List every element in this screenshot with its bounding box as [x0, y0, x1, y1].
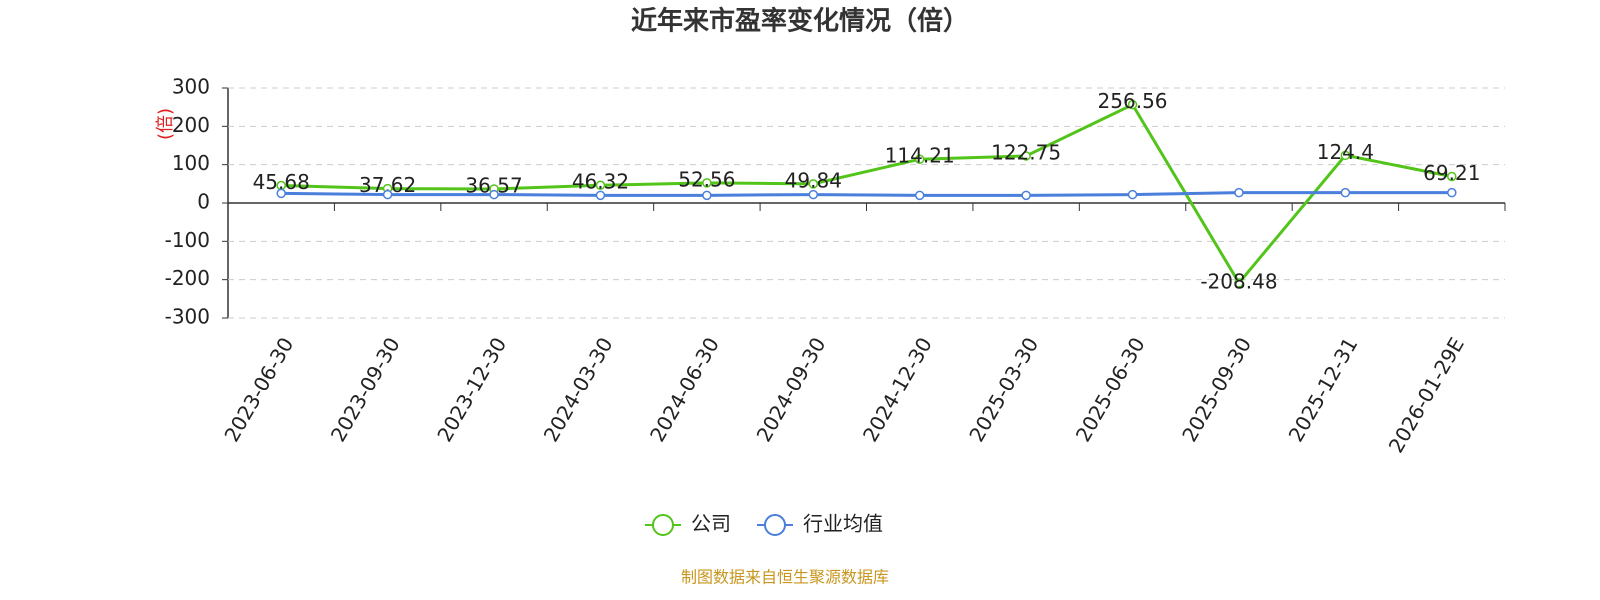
data-point [489, 189, 499, 200]
y-tick-label: 0 [197, 190, 210, 214]
source-note: 制图数据来自恒生聚源数据库 [681, 568, 889, 587]
x-tick-label: 2024-12-30 [858, 333, 937, 446]
chart-title: 近年来市盈率变化情况（倍） [631, 6, 969, 37]
y-tick-label: -300 [165, 305, 210, 329]
series-line [281, 191, 1452, 197]
data-label: 52.56 [678, 167, 735, 191]
data-point [595, 190, 606, 201]
y-tick-label: -100 [165, 228, 210, 252]
data-point [382, 189, 393, 200]
data-point [276, 188, 286, 199]
y-tick-label: -200 [165, 266, 210, 290]
data-label: 256.56 [1098, 89, 1168, 113]
data-label: 46.32 [572, 170, 629, 194]
x-tick-label: 2025-12-31 [1284, 333, 1363, 446]
data-point [1340, 187, 1351, 198]
x-tick-label: 2024-03-30 [539, 333, 618, 446]
series-line [281, 102, 1453, 286]
data-point [808, 189, 819, 200]
x-tick-label: 2023-06-30 [219, 333, 298, 446]
data-point [1127, 189, 1138, 200]
data-point [595, 180, 606, 190]
y-tick-label: 100 [172, 151, 210, 175]
y-axis-label: (倍) [155, 108, 176, 140]
data-point [1234, 187, 1244, 198]
data-point [914, 154, 925, 164]
x-tick-label: 2025-09-30 [1177, 333, 1256, 446]
data-label: 124.4 [1317, 140, 1374, 164]
data-point [1021, 151, 1031, 161]
data-point [1447, 171, 1457, 182]
x-tick-label: 2023-09-30 [326, 333, 405, 446]
x-tick-label: 2025-03-30 [964, 333, 1043, 446]
data-point [914, 190, 925, 201]
data-label: -208.48 [1200, 269, 1277, 293]
y-tick-label: 200 [172, 113, 210, 137]
y-tick-label: 300 [172, 75, 210, 99]
x-tick-label: 2024-06-30 [645, 333, 724, 446]
data-label: 122.75 [991, 140, 1061, 164]
legend-marker [764, 514, 786, 536]
data-point [1127, 99, 1138, 110]
data-point [1340, 150, 1351, 161]
legend-label: 公司 [691, 512, 731, 536]
data-point [702, 190, 712, 201]
x-tick-label: 2024-09-30 [751, 333, 830, 446]
data-point [1234, 278, 1244, 288]
data-point [1447, 187, 1457, 198]
data-label: 49.84 [785, 168, 842, 192]
x-tick-label: 2026-01-29E [1384, 333, 1469, 457]
x-tick-label: 2023-12-30 [432, 333, 511, 446]
x-tick-label: 2025-06-30 [1071, 333, 1150, 446]
data-label: 69.21 [1423, 161, 1480, 185]
legend-marker [652, 514, 674, 536]
data-point [1021, 190, 1031, 201]
data-label: 114.21 [885, 144, 955, 168]
data-point [702, 178, 712, 188]
data-point [808, 179, 819, 189]
legend-label: 行业均值 [803, 512, 883, 536]
